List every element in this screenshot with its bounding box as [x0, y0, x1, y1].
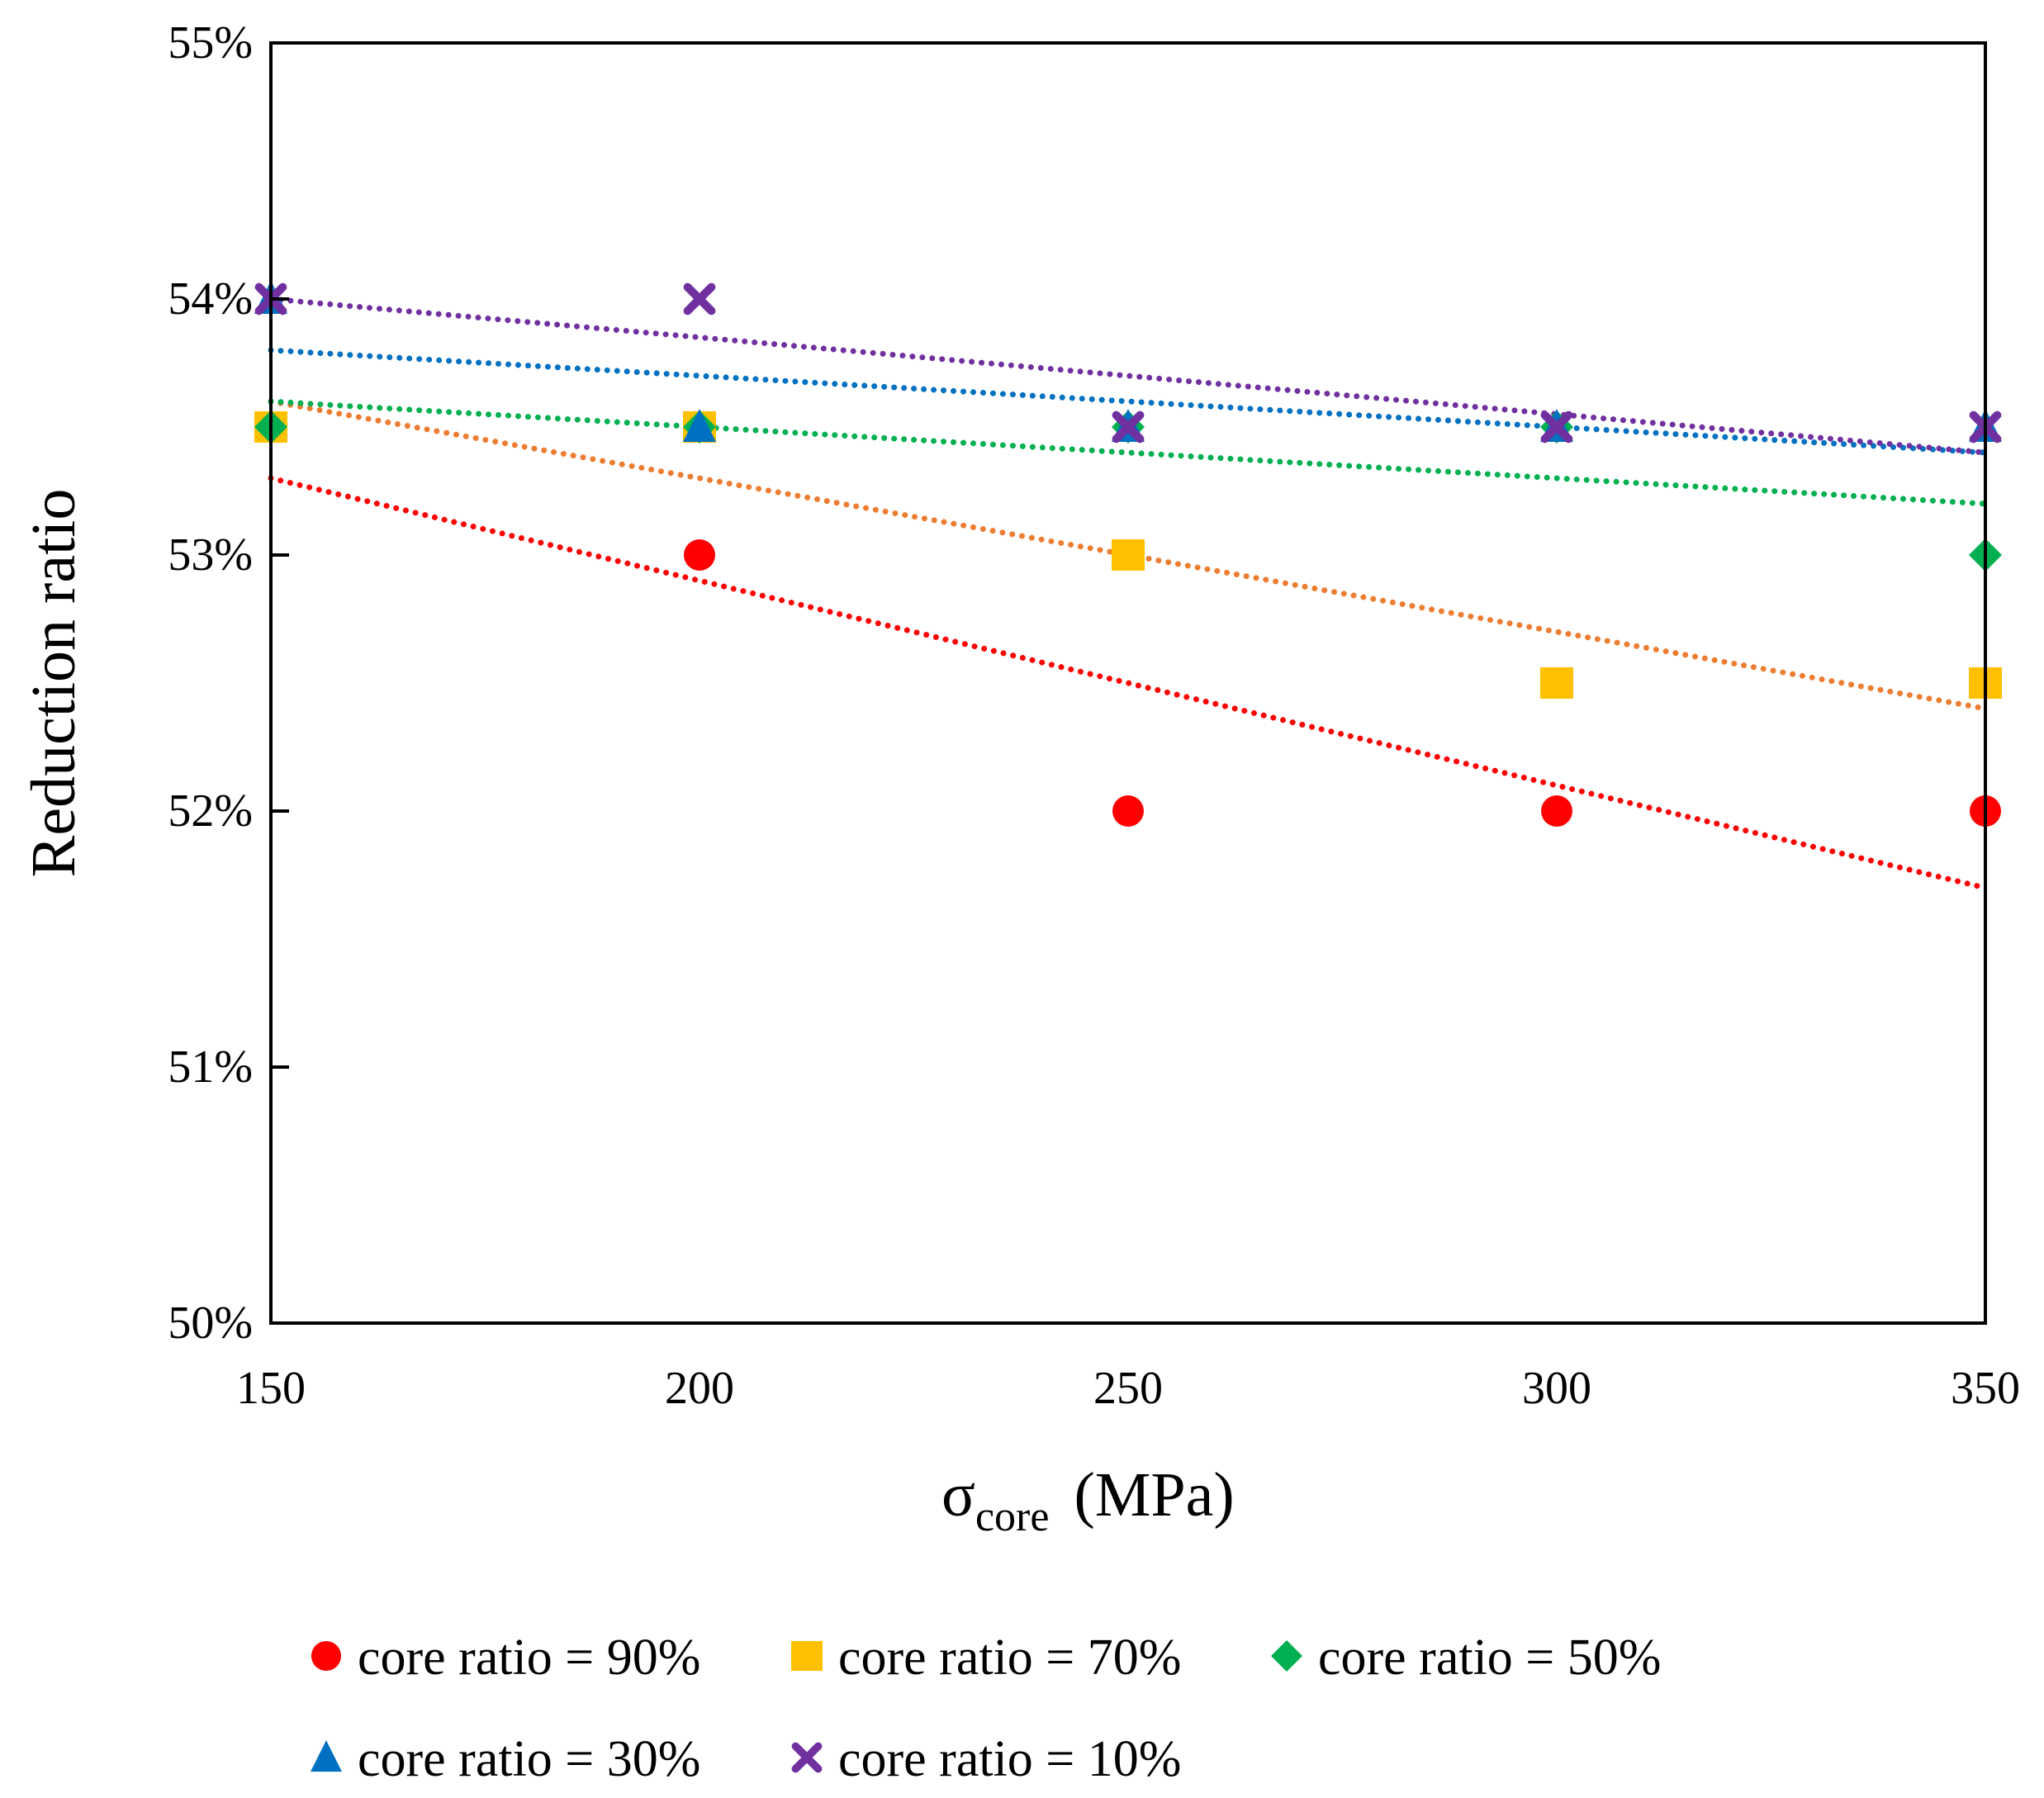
- y-tick-label: 52%: [168, 785, 253, 837]
- legend: core ratio = 90% core ratio = 70% core rat…: [311, 1630, 1661, 1787]
- x-marker: [1112, 410, 1145, 444]
- trendline: [268, 475, 1989, 891]
- legend-item: core ratio = 30%: [311, 1731, 700, 1787]
- x-marker: [683, 282, 716, 315]
- circle-marker: [311, 1640, 342, 1672]
- y-axis: 50% 51% 52% 53% 54% 55%: [168, 17, 289, 1349]
- y-tick-label: 55%: [168, 17, 253, 69]
- y-axis-label: Reduction ratio: [19, 489, 88, 878]
- legend-label: core ratio = 50%: [1318, 1630, 1661, 1686]
- legend-label: core ratio = 30%: [358, 1731, 700, 1787]
- y-tick-label: 50%: [168, 1298, 253, 1349]
- legend-label: core ratio = 70%: [838, 1630, 1181, 1686]
- x-tick-label: 350: [1951, 1363, 2020, 1414]
- square-marker: [1540, 667, 1573, 699]
- triangle-marker: [683, 409, 716, 442]
- plot-area-frame: [269, 41, 1987, 1325]
- triangle-marker: [311, 1740, 342, 1772]
- square-marker: [791, 1640, 823, 1672]
- x-axis-label: σcore (MPa): [941, 1460, 1235, 1540]
- circle-marker: [684, 539, 715, 571]
- circle-marker: [1112, 795, 1144, 827]
- x-axis-label-subscript: core: [975, 1493, 1049, 1540]
- square-marker: [1112, 539, 1145, 571]
- diamond-marker: [1271, 1640, 1302, 1672]
- legend-label: core ratio = 10%: [838, 1731, 1181, 1787]
- legend-item: core ratio = 90%: [311, 1630, 700, 1686]
- y-tick-label: 54%: [168, 273, 253, 325]
- x-axis-label-sigma: σ: [941, 1460, 975, 1530]
- trendline: [268, 398, 1989, 507]
- x-tick-label: 300: [1522, 1363, 1591, 1414]
- x-marker: [1540, 410, 1573, 444]
- trendline: [268, 296, 1989, 456]
- legend-item: core ratio = 70%: [791, 1630, 1181, 1686]
- circle-marker: [1541, 795, 1572, 827]
- y-tick-label: 51%: [168, 1041, 253, 1093]
- y-tick-label: 53%: [168, 529, 253, 581]
- x-tick-label: 150: [236, 1363, 306, 1414]
- x-axis: 150 200 250 300 350: [236, 1363, 2020, 1414]
- legend-label: core ratio = 90%: [358, 1630, 700, 1686]
- x-axis-label-unit: (MPa): [1074, 1460, 1234, 1530]
- trendline: [268, 347, 1989, 456]
- x-tick-label: 200: [665, 1363, 734, 1414]
- legend-item: core ratio = 50%: [1271, 1630, 1661, 1686]
- x-marker: [791, 1742, 823, 1773]
- legend-item: core ratio = 10%: [791, 1731, 1181, 1787]
- x-tick-label: 250: [1093, 1363, 1163, 1414]
